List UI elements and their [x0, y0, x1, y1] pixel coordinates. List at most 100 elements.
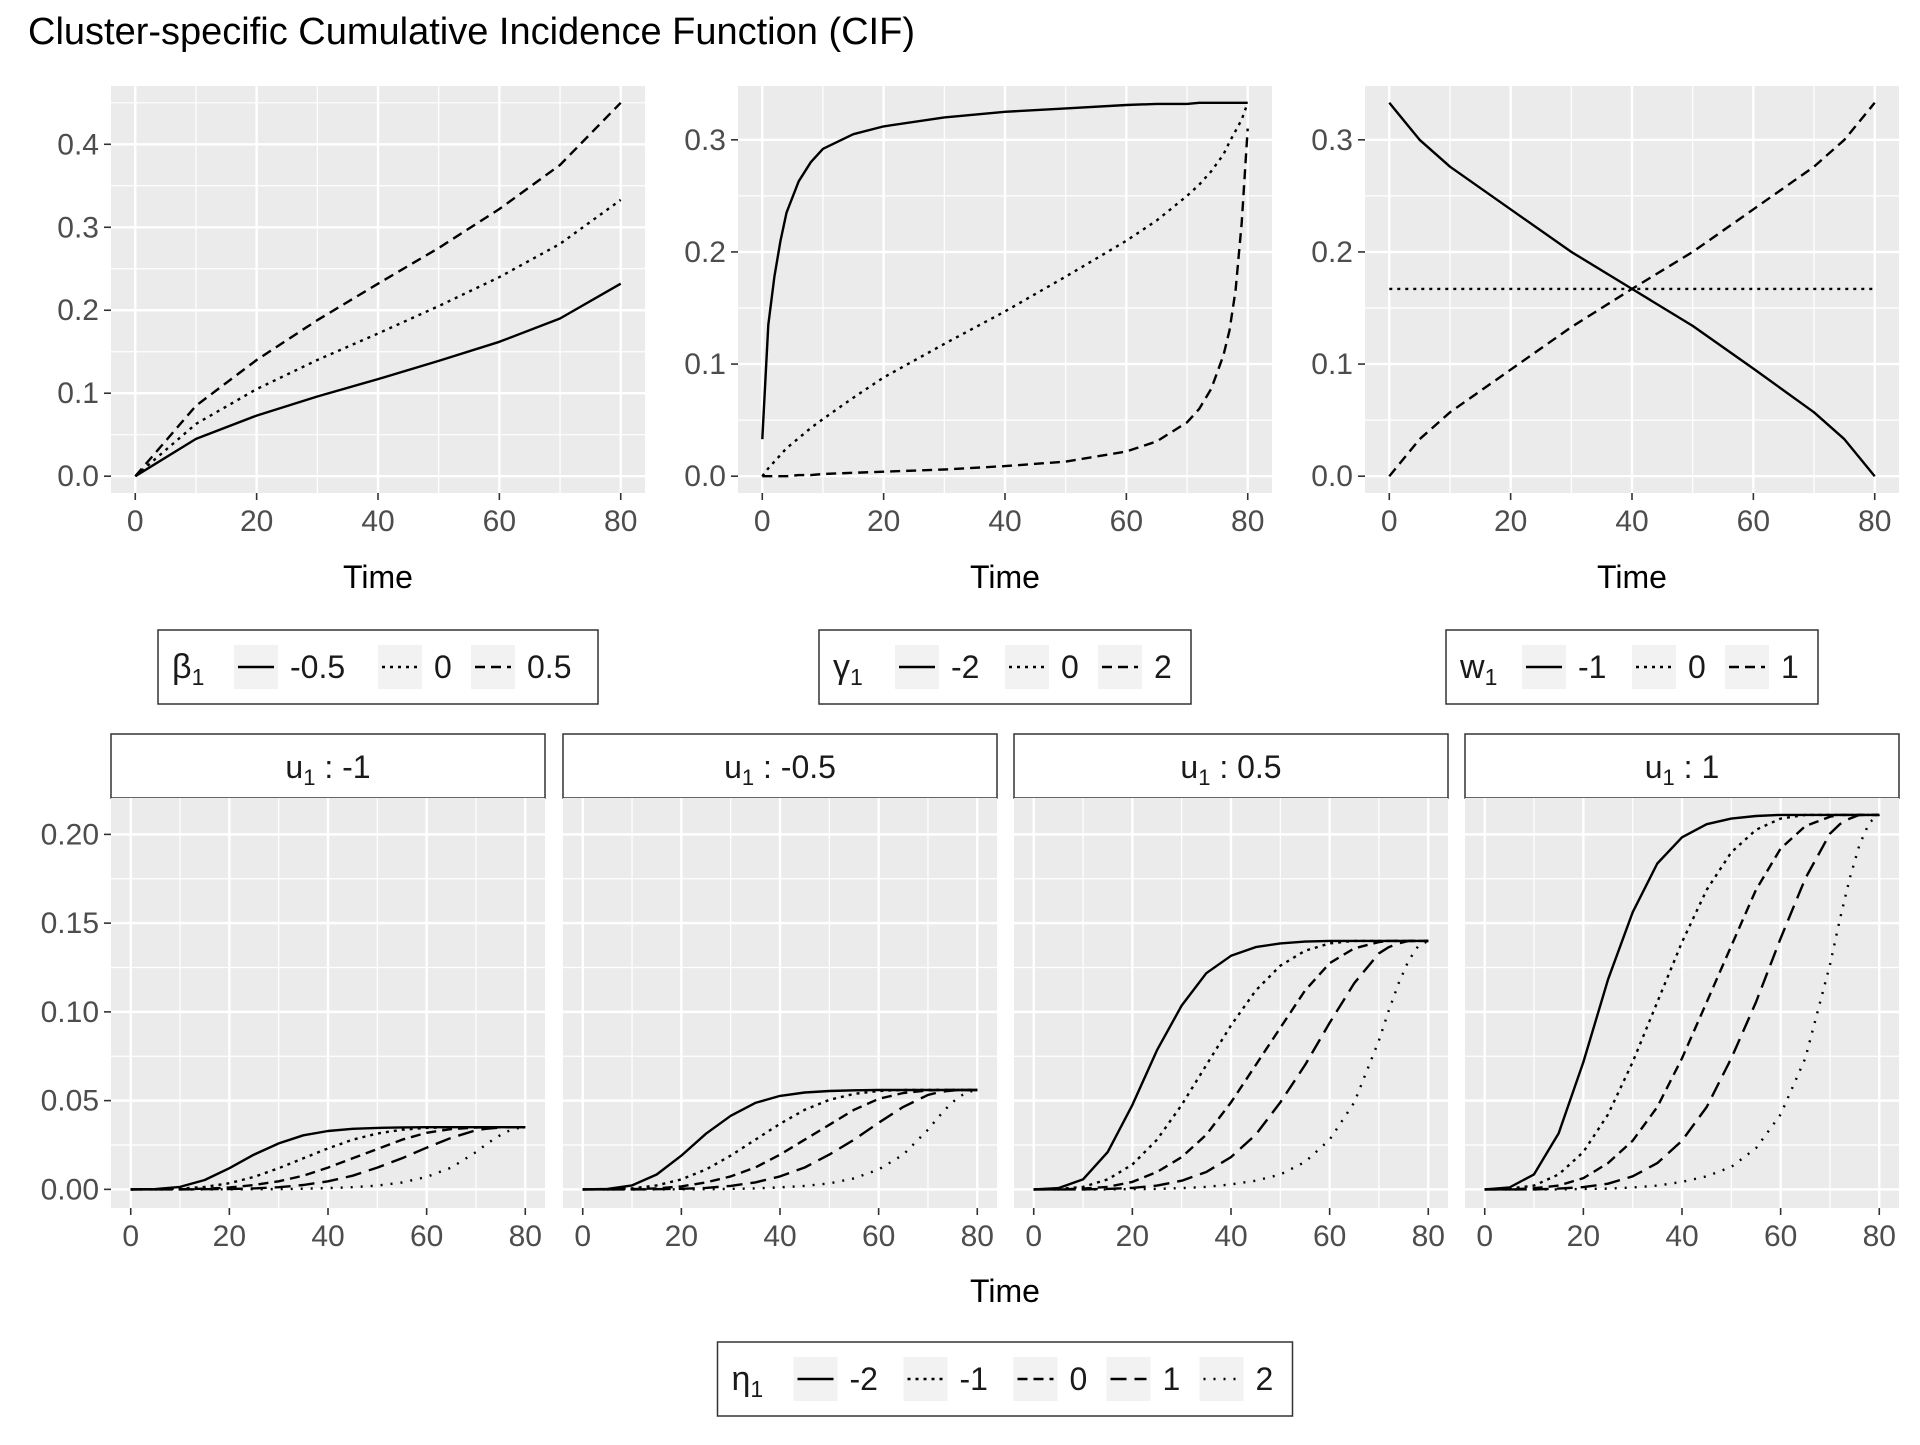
series-line--1 [1484, 813, 1880, 1191]
x-tick-label: 20 [213, 1220, 246, 1253]
y-tick-label: 0.2 [1311, 236, 1353, 269]
legend-key-bg [1199, 1357, 1244, 1401]
facet-strip-label: u1 : -1 [285, 749, 370, 790]
legend-label-0: 0 [1688, 649, 1706, 685]
legend-panel-gamma1: γ1 -2 0 2 [818, 629, 1192, 705]
x-axis-title: Time [343, 559, 413, 595]
x-tick-label: 40 [361, 505, 394, 538]
legend-eta1: η1 -2 -1 0 1 2 [716, 1341, 1294, 1417]
series-line-2 [1484, 813, 1881, 1191]
series-line-1 [1033, 939, 1429, 1191]
series-line-0 [761, 102, 1249, 477]
panel-gamma1: 0 20 40 60 80 0.0 0.1 0.2 0.3 Time [684, 86, 1272, 595]
series-line-0 [1033, 939, 1429, 1191]
facet-strip-1: u1 : -1 [110, 733, 546, 799]
y-tick-label: 0.1 [57, 377, 99, 410]
x-tick-label: 0 [122, 1220, 139, 1253]
x-tick-label: 20 [1567, 1220, 1600, 1253]
x-tick-label: 40 [988, 505, 1021, 538]
legend-label-0: 0 [1061, 649, 1079, 685]
panel-beta1: 0 20 40 60 80 0.0 0.1 0.2 0.3 0.4 Time [57, 86, 645, 595]
x-tick-label: 80 [1863, 1220, 1896, 1253]
panel-facet-4: 0 20 40 60 80 [1465, 798, 1899, 1253]
legend-label--0.5: -0.5 [290, 649, 345, 685]
series-line-2 [762, 128, 1249, 478]
legend-title: β1 [172, 648, 204, 690]
panel-facet-3: 0 20 40 60 80 [1014, 798, 1448, 1253]
legend-title: w1 [1459, 648, 1497, 690]
legend-label--1: -1 [960, 1361, 988, 1397]
panel-w1: 0 20 40 60 80 0.0 0.1 0.2 0.3 Time [1311, 86, 1899, 595]
y-tick-label: 0.2 [684, 236, 726, 269]
x-tick-label: 0 [754, 505, 771, 538]
legend-label-2: 2 [1256, 1361, 1274, 1397]
legend-label--1: -1 [1578, 649, 1606, 685]
x-tick-label: 40 [1665, 1220, 1698, 1253]
series-line-0 [582, 1088, 978, 1191]
x-tick-label: 80 [604, 505, 637, 538]
facet-strip-label: u1 : 0.5 [1180, 749, 1281, 790]
y-tick-label: 0.3 [1311, 124, 1353, 157]
x-tick-label: 20 [1116, 1220, 1149, 1253]
y-tick-label: 0.0 [684, 460, 726, 493]
x-tick-label: 40 [763, 1220, 796, 1253]
legend-label-1: 1 [1163, 1361, 1181, 1397]
figure-title: Cluster-specific Cumulative Incidence Fu… [28, 11, 915, 53]
panel-facet-1: 0 20 40 60 80 0.00 0.05 0.10 0.15 0.20 [41, 798, 545, 1253]
x-tick-label: 60 [1764, 1220, 1797, 1253]
legend-label--2: -2 [850, 1361, 878, 1397]
series-line-1 [582, 1088, 978, 1191]
x-tick-label: 60 [862, 1220, 895, 1253]
legend-label-0.5: 0.5 [527, 649, 571, 685]
x-tick-label: 0 [1476, 1220, 1493, 1253]
legend-label-1: 1 [1781, 649, 1799, 685]
y-tick-label: 0.10 [41, 996, 99, 1029]
legend-panel-beta1: β1 -0.5 0 0.5 [157, 629, 599, 705]
facet-strip-box [562, 733, 998, 799]
facet-strip-label: u1 : 1 [1645, 749, 1720, 790]
x-axis-title: Time [970, 559, 1040, 595]
x-tick-label: 20 [240, 505, 273, 538]
legend-label-0: 0 [1070, 1361, 1088, 1397]
legend-panel-w1: w1 -1 0 1 [1445, 629, 1819, 705]
x-tick-label: 60 [483, 505, 516, 538]
facet-strip-box [1013, 733, 1449, 799]
y-tick-label: 0.3 [684, 124, 726, 157]
series-line-0 [1484, 813, 1880, 1191]
legend-title: η1 [732, 1360, 764, 1402]
x-tick-label: 60 [1313, 1220, 1346, 1253]
x-tick-label: 60 [1737, 505, 1770, 538]
y-tick-label: 0.00 [41, 1173, 99, 1206]
y-tick-label: 0.20 [41, 818, 99, 851]
series-line--2 [761, 101, 1248, 440]
x-tick-label: 80 [961, 1220, 994, 1253]
x-tick-label: 0 [1381, 505, 1398, 538]
legend-title: γ1 [833, 648, 863, 690]
facet-strip-4: u1 : 1 [1464, 733, 1900, 799]
facet-strip-label: u1 : -0.5 [724, 749, 836, 790]
series-line-1 [1484, 813, 1880, 1191]
legend-label--2: -2 [951, 649, 979, 685]
bottom-x-axis-title: Time [970, 1273, 1040, 1309]
facet-strip-3: u1 : 0.5 [1013, 733, 1449, 799]
y-tick-label: 0.0 [57, 460, 99, 493]
panel-facet-2: 0 20 40 60 80 [563, 798, 997, 1253]
y-tick-label: 0.0 [1311, 460, 1353, 493]
x-tick-label: 80 [1231, 505, 1264, 538]
x-tick-label: 20 [665, 1220, 698, 1253]
x-tick-label: 20 [867, 505, 900, 538]
x-tick-label: 20 [1494, 505, 1527, 538]
y-tick-label: 0.15 [41, 907, 99, 940]
x-tick-label: 40 [311, 1220, 344, 1253]
x-tick-label: 60 [410, 1220, 443, 1253]
y-tick-label: 0.1 [1311, 348, 1353, 381]
legend-label-0: 0 [434, 649, 452, 685]
x-tick-label: 40 [1615, 505, 1648, 538]
y-tick-label: 0.1 [684, 348, 726, 381]
x-tick-label: 80 [509, 1220, 542, 1253]
y-tick-label: 0.2 [57, 294, 99, 327]
x-tick-label: 0 [127, 505, 144, 538]
